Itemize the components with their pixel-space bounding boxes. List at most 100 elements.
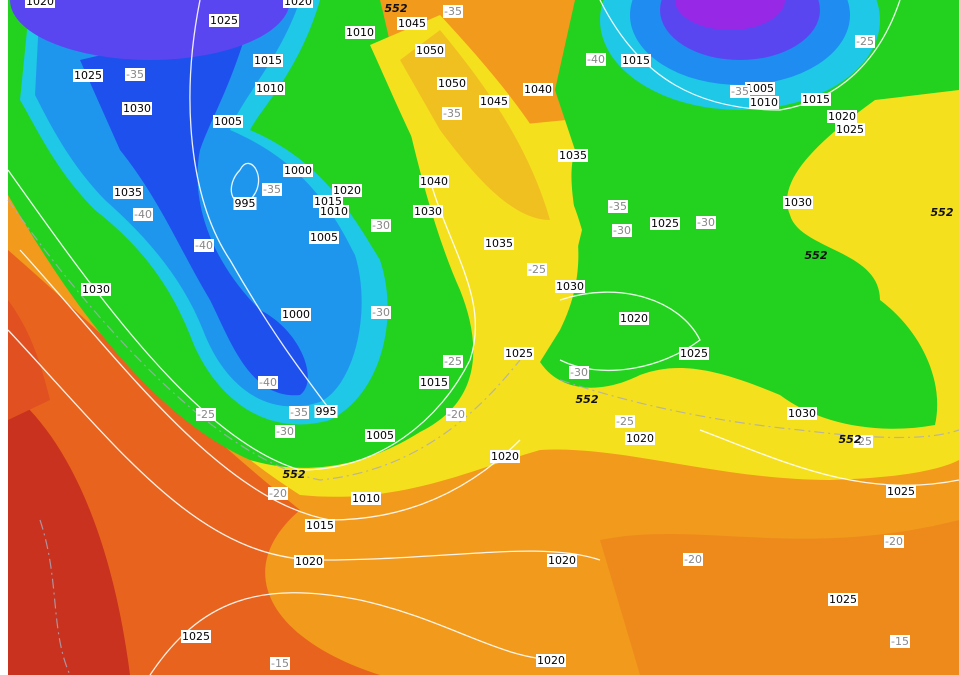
temperature-label: -35 — [443, 107, 461, 120]
label-box — [196, 408, 216, 421]
label-box — [801, 93, 831, 106]
label-box — [181, 630, 211, 643]
contours — [7, 0, 959, 675]
label-box — [270, 657, 290, 670]
label-box — [125, 68, 145, 81]
label-box — [569, 366, 589, 379]
temperature-label: -40 — [195, 239, 213, 252]
label-box — [255, 82, 285, 95]
temperature-label: -35 — [731, 85, 749, 98]
label-box — [621, 54, 651, 67]
label-box — [619, 312, 649, 325]
isobar-label: 995 — [316, 405, 337, 418]
isobar-label: 1010 — [352, 492, 380, 505]
isobar-label: 1015 — [314, 195, 342, 208]
label-box — [253, 54, 283, 67]
temperature-label: -30 — [697, 216, 715, 229]
isobar-label: 1015 — [802, 93, 830, 106]
temperature-label: -15 — [891, 635, 909, 648]
label-box — [612, 224, 632, 237]
isobar-label: 1010 — [346, 26, 374, 39]
temperature-label: -35 — [126, 68, 144, 81]
label-box — [268, 487, 288, 500]
temperature-label: -35 — [444, 5, 462, 18]
label-box — [371, 306, 391, 319]
label-box — [81, 283, 111, 296]
temperature-label: -30 — [570, 366, 588, 379]
labels: 1020 1025 1020 1045 1010 1015 1050 1025 1010 1050… — [25, 0, 954, 670]
temperature-label: -25 — [854, 435, 872, 448]
label-box — [332, 184, 362, 197]
thickness-label: 552 — [931, 206, 954, 219]
label-box — [73, 69, 103, 82]
isobar-label: 1000 — [284, 164, 312, 177]
temperature-label: -30 — [276, 425, 294, 438]
label-box — [233, 197, 257, 210]
label-box — [749, 96, 779, 109]
label-box — [890, 635, 910, 648]
isobar-label: 1010 — [750, 96, 778, 109]
isobar-label: 1020 — [333, 184, 361, 197]
label-box — [283, 164, 313, 177]
isobar-label: 1025 — [74, 69, 102, 82]
label-box — [365, 429, 395, 442]
isobar-label: 1025 — [210, 14, 238, 27]
isobar-label: 1020 — [537, 654, 565, 667]
label-box — [443, 5, 463, 18]
temperature-label: -30 — [372, 219, 390, 232]
label-box — [828, 593, 858, 606]
isobar-label: 1005 — [310, 231, 338, 244]
label-box — [113, 186, 143, 199]
label-box — [209, 14, 239, 27]
label-box — [855, 35, 875, 48]
isobar-label: 1045 — [398, 17, 426, 30]
label-box — [314, 405, 338, 418]
isobar-label: 1045 — [480, 95, 508, 108]
temperature-label: -30 — [613, 224, 631, 237]
temperature-label: -35 — [263, 183, 281, 196]
temperature-label: -40 — [134, 208, 152, 221]
label-box — [835, 123, 865, 136]
isobar-label: 1010 — [256, 82, 284, 95]
isobar-label: 995 — [235, 197, 256, 210]
isobar-label: 1020 — [626, 432, 654, 445]
background — [8, 0, 959, 675]
label-box — [443, 355, 463, 368]
temperature-label: -30 — [372, 306, 390, 319]
isobar-label: 1050 — [416, 44, 444, 57]
temperature-label: -25 — [528, 263, 546, 276]
label-box — [745, 82, 775, 95]
label-box — [258, 376, 278, 389]
label-box — [615, 415, 635, 428]
isobar-label: 1040 — [420, 175, 448, 188]
isobar-label: 1030 — [784, 196, 812, 209]
thickness-label: 552 — [283, 468, 306, 481]
label-box — [555, 280, 585, 293]
label-box — [558, 149, 588, 162]
temperature-label: -25 — [197, 408, 215, 421]
label-box — [608, 200, 628, 213]
label-box — [586, 53, 606, 66]
isobar-label: 1020 — [491, 450, 519, 463]
label-box — [523, 83, 553, 96]
label-box — [262, 183, 282, 196]
isobar-label: 1050 — [438, 77, 466, 90]
isobar-label: 1015 — [306, 519, 334, 532]
isobar-label: 1025 — [829, 593, 857, 606]
temperature-label: -25 — [444, 355, 462, 368]
thickness-label: 552 — [805, 249, 828, 262]
label-box — [309, 231, 339, 244]
label-box — [853, 435, 873, 448]
label-box — [650, 217, 680, 230]
isobar-label: 1040 — [524, 83, 552, 96]
isobar-label: 1020 — [620, 312, 648, 325]
label-box — [419, 175, 449, 188]
label-box — [305, 519, 335, 532]
isobar-label: 1015 — [420, 376, 448, 389]
isobar-label: 1025 — [505, 347, 533, 360]
temperature-label: -20 — [269, 487, 287, 500]
temperature-label: -20 — [447, 408, 465, 421]
isobar-label: 1005 — [366, 429, 394, 442]
label-box — [413, 205, 443, 218]
